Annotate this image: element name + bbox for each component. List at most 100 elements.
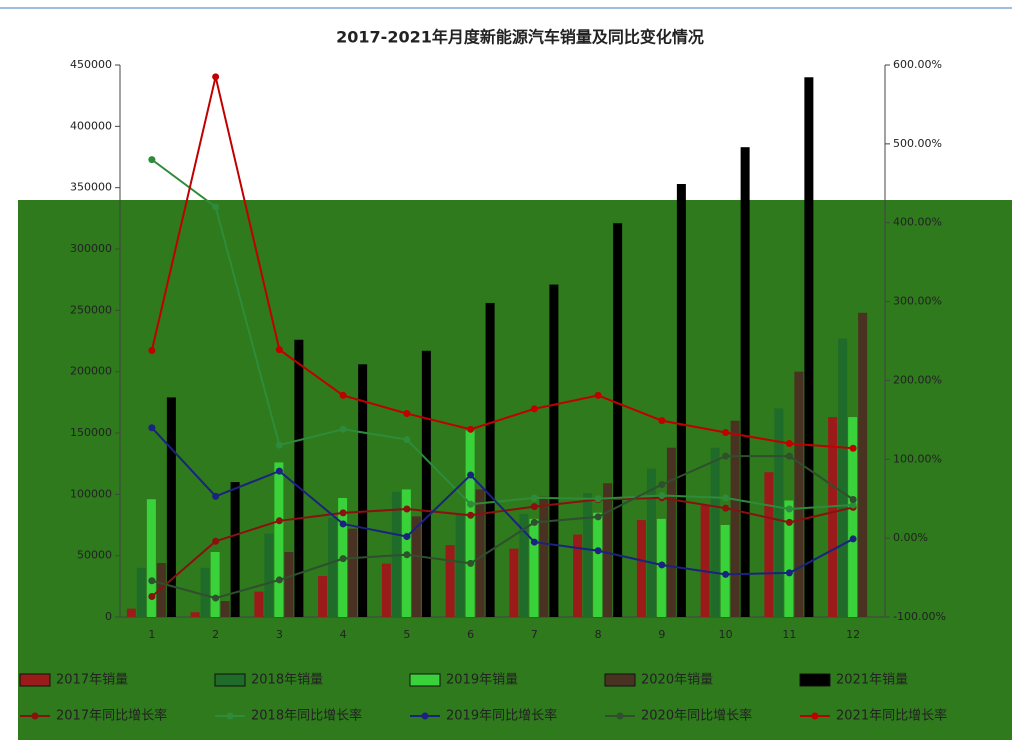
legend-label: 2019年销量 bbox=[446, 673, 518, 688]
x-tick-label: 11 bbox=[782, 628, 796, 641]
y2-tick-label: 400.00% bbox=[893, 216, 942, 229]
growth-marker bbox=[148, 156, 156, 164]
x-tick-label: 12 bbox=[846, 628, 860, 641]
growth-marker bbox=[785, 505, 793, 513]
bar bbox=[774, 408, 784, 617]
bar bbox=[858, 312, 868, 617]
growth-marker bbox=[722, 504, 730, 512]
growth-marker bbox=[849, 535, 857, 543]
x-tick-label: 6 bbox=[467, 628, 474, 641]
bar bbox=[126, 608, 136, 617]
bar bbox=[210, 551, 220, 617]
bar bbox=[485, 302, 495, 617]
y-tick-label: 100000 bbox=[70, 487, 112, 500]
bar bbox=[156, 563, 166, 617]
legend-swatch bbox=[604, 673, 636, 687]
bar bbox=[264, 533, 274, 617]
growth-marker bbox=[275, 346, 283, 354]
bar bbox=[613, 223, 623, 618]
y2-tick-label: -100.00% bbox=[893, 610, 946, 623]
growth-marker bbox=[212, 73, 220, 81]
legend-label: 2021年同比增长率 bbox=[836, 708, 947, 724]
y-tick-label: 450000 bbox=[70, 58, 112, 71]
growth-marker bbox=[148, 346, 156, 354]
growth-marker bbox=[339, 425, 347, 433]
bar bbox=[200, 567, 210, 617]
growth-marker bbox=[467, 500, 475, 508]
bar bbox=[549, 284, 559, 617]
growth-marker bbox=[530, 518, 538, 526]
bar bbox=[539, 496, 549, 617]
bar bbox=[358, 364, 368, 617]
growth-marker bbox=[275, 576, 283, 584]
legend-marker bbox=[226, 712, 234, 720]
x-tick-label: 1 bbox=[148, 628, 155, 641]
bar bbox=[794, 371, 804, 617]
bar bbox=[740, 147, 750, 618]
bar bbox=[603, 483, 613, 617]
legend-label: 2017年销量 bbox=[56, 673, 128, 688]
bar bbox=[509, 548, 519, 617]
bar bbox=[421, 350, 431, 617]
bar bbox=[254, 591, 264, 617]
legend-marker bbox=[421, 712, 429, 720]
x-tick-label: 8 bbox=[595, 628, 602, 641]
growth-marker bbox=[785, 569, 793, 577]
bar bbox=[274, 462, 284, 617]
legend-marker bbox=[811, 712, 819, 720]
bar bbox=[220, 601, 230, 617]
bar bbox=[230, 482, 240, 617]
bar bbox=[318, 576, 328, 617]
growth-marker bbox=[594, 495, 602, 503]
legend-swatch bbox=[409, 673, 441, 687]
x-tick-label: 10 bbox=[719, 628, 733, 641]
growth-line bbox=[150, 76, 854, 450]
growth-marker bbox=[467, 425, 475, 433]
legend-label: 2017年同比增长率 bbox=[56, 708, 167, 724]
legend-label: 2018年销量 bbox=[251, 673, 323, 688]
growth-marker bbox=[339, 555, 347, 563]
growth-marker bbox=[530, 494, 538, 502]
growth-marker bbox=[467, 511, 475, 519]
growth-marker bbox=[339, 391, 347, 399]
growth-marker bbox=[275, 441, 283, 449]
growth-marker bbox=[212, 594, 220, 602]
x-tick-label: 3 bbox=[276, 628, 283, 641]
legend-swatch bbox=[19, 673, 51, 687]
growth-marker bbox=[275, 517, 283, 525]
y2-tick-label: 200.00% bbox=[893, 373, 942, 386]
bar bbox=[838, 338, 848, 617]
growth-line bbox=[151, 427, 854, 576]
chart-title: 2017-2021年月度新能源汽车销量及同比变化情况 bbox=[336, 28, 704, 47]
growth-marker bbox=[658, 481, 666, 489]
growth-marker bbox=[403, 533, 411, 541]
legend-label: 2018年同比增长率 bbox=[251, 708, 362, 724]
growth-marker bbox=[339, 520, 347, 528]
growth-marker bbox=[594, 391, 602, 399]
bar bbox=[529, 518, 539, 617]
x-tick-label: 7 bbox=[531, 628, 538, 641]
y2-tick-label: 100.00% bbox=[893, 452, 942, 465]
growth-marker bbox=[849, 496, 857, 504]
growth-marker bbox=[467, 471, 475, 479]
growth-marker bbox=[530, 538, 538, 546]
bar bbox=[475, 489, 485, 617]
bar bbox=[328, 517, 338, 617]
growth-marker bbox=[148, 592, 156, 600]
growth-marker bbox=[275, 467, 283, 475]
bar bbox=[784, 500, 794, 617]
growth-marker bbox=[403, 410, 411, 418]
bar bbox=[666, 447, 676, 617]
growth-marker bbox=[212, 537, 220, 545]
growth-line bbox=[151, 158, 854, 510]
bar bbox=[348, 528, 358, 617]
growth-marker bbox=[722, 452, 730, 460]
x-tick-label: 4 bbox=[340, 628, 347, 641]
bar bbox=[519, 513, 529, 617]
x-tick-label: 2 bbox=[212, 628, 219, 641]
growth-marker bbox=[148, 577, 156, 585]
growth-marker bbox=[212, 203, 220, 211]
y-tick-label: 0 bbox=[105, 610, 112, 623]
growth-marker bbox=[403, 436, 411, 444]
